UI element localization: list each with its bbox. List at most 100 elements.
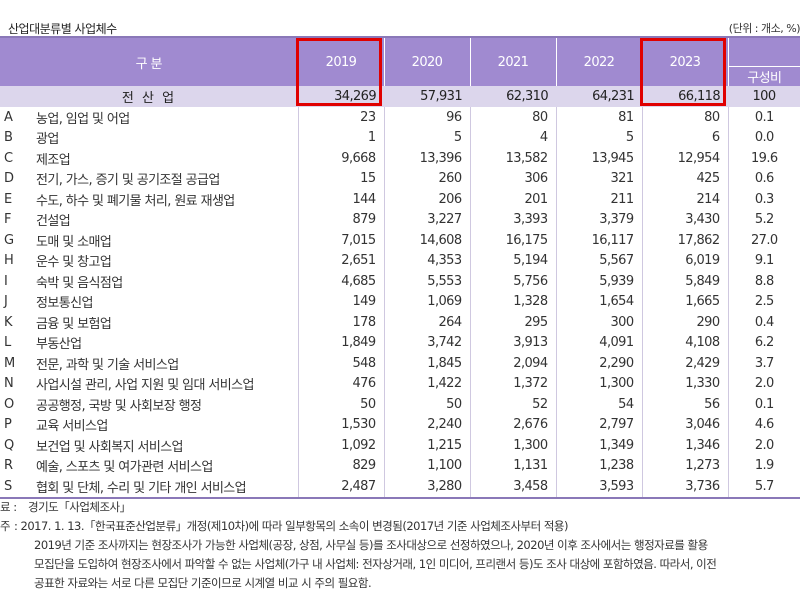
industry-value-2021: 5,756 <box>469 271 557 292</box>
industry-share: 27.0 <box>727 230 800 251</box>
industry-code: G <box>4 232 14 248</box>
header-category: 구 분 <box>0 38 299 86</box>
industry-value-2019: 548 <box>297 353 385 374</box>
industry-value-2023: 12,954 <box>641 148 729 169</box>
industry-value-2023: 1,665 <box>641 291 729 312</box>
table-row: I 숙박 및 음식점업 4,685 5,553 5,756 5,939 5,849 8.8 <box>0 271 800 292</box>
industry-value-2020: 50 <box>383 394 471 415</box>
industry-value-2023: 1,346 <box>641 435 729 456</box>
industry-value-2019: 15 <box>297 168 385 189</box>
industry-value-2023: 425 <box>641 168 729 189</box>
industry-share: 2.0 <box>727 435 800 456</box>
industry-code: N <box>4 376 14 392</box>
table-title: 산업대분류별 사업체수 <box>8 22 117 36</box>
industry-value-2023: 6 <box>641 127 729 148</box>
industry-code: J <box>4 294 8 310</box>
industry-share: 4.6 <box>727 414 800 435</box>
industry-name: 정보통신업 <box>36 296 93 312</box>
table-row: H 운수 및 창고업 2,651 4,353 5,194 5,567 6,019 9.1 <box>0 250 800 271</box>
table-row: M 전문, 과학 및 기술 서비스업 548 1,845 2,094 2,290 2,429… <box>0 353 800 374</box>
industry-value-2022: 4,091 <box>555 332 643 353</box>
industry-value-2023: 3,046 <box>641 414 729 435</box>
industry-value-2022: 3,593 <box>555 476 643 497</box>
industry-value-2022: 2,797 <box>555 414 643 435</box>
footnotes: 료 : 경기도「사업체조사」 주 : 2017. 1. 13.「한국표준산업분류… <box>0 498 800 593</box>
industry-value-2021: 2,676 <box>469 414 557 435</box>
industry-name: 광업 <box>36 132 59 148</box>
industry-value-2020: 1,069 <box>383 291 471 312</box>
industry-name: 협회 및 단체, 수리 및 기타 개인 서비스업 <box>36 480 247 496</box>
top-rule <box>0 36 800 38</box>
table-row: S 협회 및 단체, 수리 및 기타 개인 서비스업 2,487 3,280 3,458… <box>0 476 800 497</box>
note-line-1: : 2017. 1. 13.「한국표준산업분류」개정(제10차)에 따라 일부항… <box>14 519 569 533</box>
table-row: A 농업, 임업 및 어업 23 96 80 81 80 0.1 <box>0 107 800 128</box>
industry-value-2023: 17,862 <box>641 230 729 251</box>
industry-value-2021: 3,458 <box>469 476 557 497</box>
industry-value-2020: 3,742 <box>383 332 471 353</box>
industry-name: 사업시설 관리, 사업 지원 및 임대 서비스업 <box>36 378 254 394</box>
industry-value-2019: 2,487 <box>297 476 385 497</box>
industry-value-2020: 96 <box>383 107 471 128</box>
industry-value-2019: 9,668 <box>297 148 385 169</box>
industry-share: 6.2 <box>727 332 800 353</box>
note-label: 주 <box>0 519 11 533</box>
industry-value-2022: 54 <box>555 394 643 415</box>
source-text: 경기도「사업체조사」 <box>28 500 131 514</box>
industry-value-2021: 1,372 <box>469 373 557 394</box>
industry-code: F <box>4 212 11 228</box>
industry-value-2022: 211 <box>555 189 643 210</box>
industry-value-2021: 1,328 <box>469 291 557 312</box>
table-row: R 예술, 스포츠 및 여가관련 서비스업 829 1,100 1,131 1,238 1,… <box>0 455 800 476</box>
industry-share: 0.0 <box>727 127 800 148</box>
header-year-2021: 2021 <box>469 38 557 86</box>
industry-name: 도매 및 소매업 <box>36 234 112 250</box>
industry-share: 2.5 <box>727 291 800 312</box>
total-value-2021: 62,310 <box>470 86 557 107</box>
industry-share: 0.6 <box>727 168 800 189</box>
total-value-2023: 66,118 <box>642 86 729 107</box>
industry-value-2020: 3,280 <box>383 476 471 497</box>
industry-name: 공공행정, 국방 및 사회보장 행정 <box>36 398 202 414</box>
industry-value-2020: 1,100 <box>383 455 471 476</box>
industry-share: 0.4 <box>727 312 800 333</box>
industry-value-2020: 264 <box>383 312 471 333</box>
industry-value-2022: 13,945 <box>555 148 643 169</box>
industry-value-2019: 2,651 <box>297 250 385 271</box>
industry-share: 8.8 <box>727 271 800 292</box>
table-row: P 교육 서비스업 1,530 2,240 2,676 2,797 3,046 4.6 <box>0 414 800 435</box>
industry-value-2022: 300 <box>555 312 643 333</box>
industry-value-2020: 5,553 <box>383 271 471 292</box>
industry-value-2022: 16,117 <box>555 230 643 251</box>
industry-value-2022: 2,290 <box>555 353 643 374</box>
industry-value-2022: 5,567 <box>555 250 643 271</box>
industry-value-2023: 4,108 <box>641 332 729 353</box>
industry-value-2023: 1,330 <box>641 373 729 394</box>
industry-value-2022: 5,939 <box>555 271 643 292</box>
industry-value-2023: 5,849 <box>641 271 729 292</box>
industry-name: 운수 및 창고업 <box>36 255 112 271</box>
industry-code: B <box>4 130 13 146</box>
industry-value-2020: 206 <box>383 189 471 210</box>
industry-value-2021: 306 <box>469 168 557 189</box>
header-year-2022: 2022 <box>555 38 643 86</box>
industry-value-2022: 5 <box>555 127 643 148</box>
industry-name: 전기, 가스, 증기 및 공기조절 공급업 <box>36 173 220 189</box>
note-line-3: 모집단을 도입하여 현장조사에서 파악할 수 없는 사업체(가구 내 사업체: … <box>34 557 717 571</box>
header-year-2019: 2019 <box>297 38 385 86</box>
industry-value-2020: 2,240 <box>383 414 471 435</box>
industry-code: K <box>4 314 13 330</box>
industry-value-2019: 1,530 <box>297 414 385 435</box>
table-row: C 제조업 9,668 13,396 13,582 13,945 12,954 19.6 <box>0 148 800 169</box>
industry-name: 금융 및 보험업 <box>36 316 112 332</box>
industry-value-2020: 14,608 <box>383 230 471 251</box>
industry-value-2019: 144 <box>297 189 385 210</box>
industry-value-2021: 295 <box>469 312 557 333</box>
industry-value-2021: 52 <box>469 394 557 415</box>
industry-name: 건설업 <box>36 214 71 230</box>
industry-code: E <box>4 191 12 207</box>
industry-value-2023: 6,019 <box>641 250 729 271</box>
industry-value-2022: 1,300 <box>555 373 643 394</box>
industry-value-2023: 1,273 <box>641 455 729 476</box>
industry-value-2021: 2,094 <box>469 353 557 374</box>
industry-value-2019: 829 <box>297 455 385 476</box>
